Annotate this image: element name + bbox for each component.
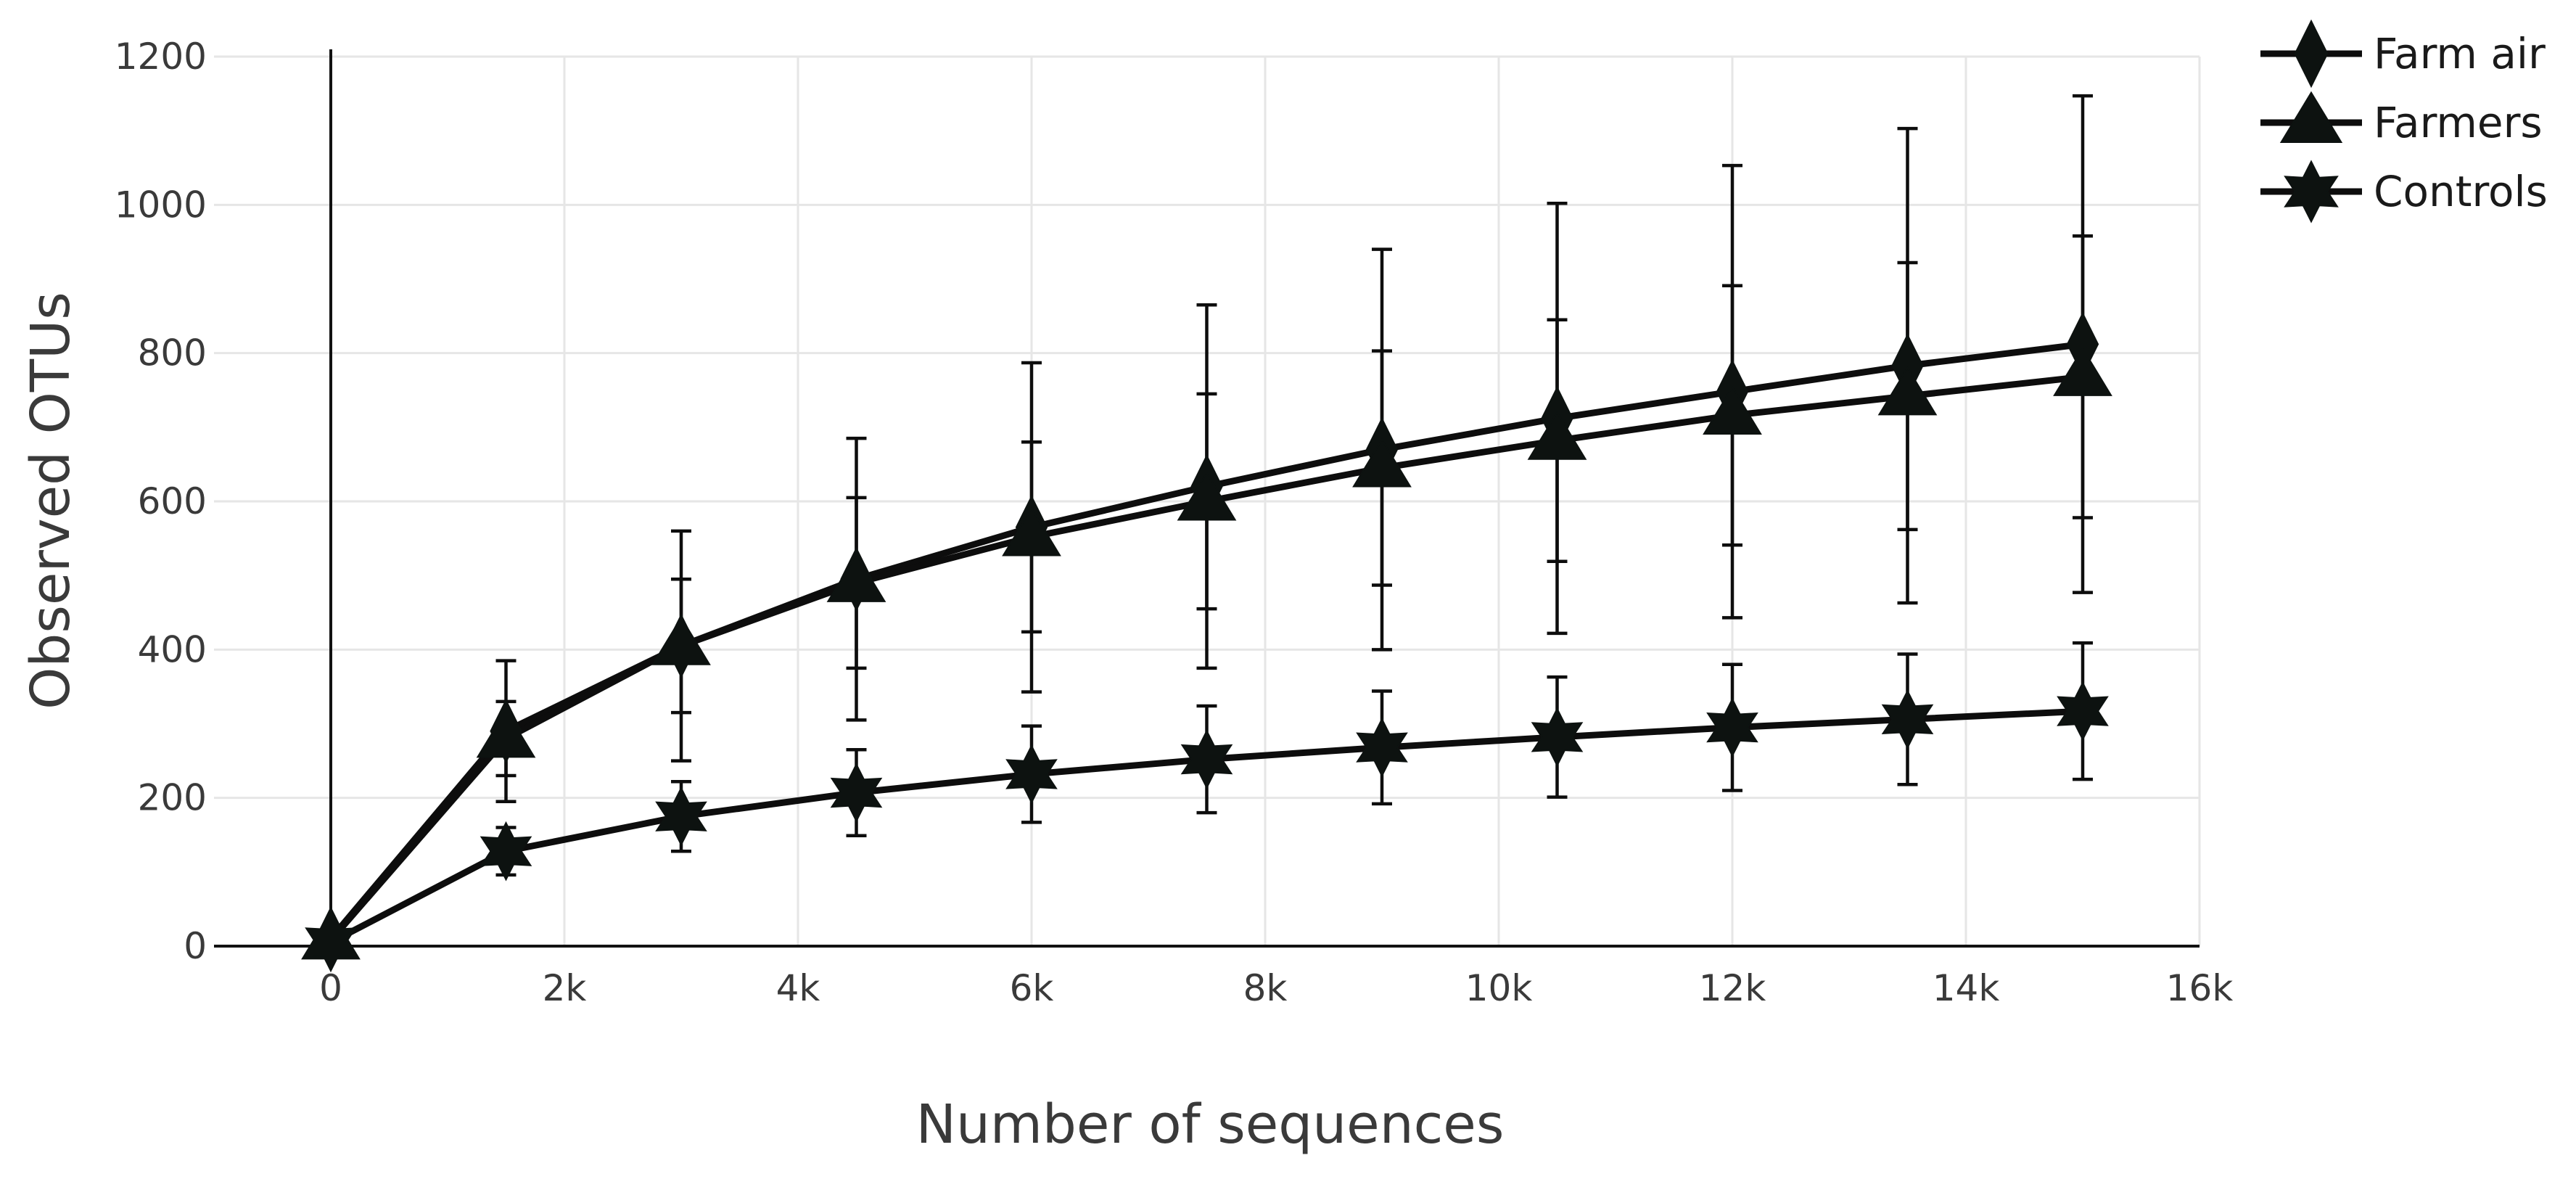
farmers-point [1177,471,1237,521]
x-tick-label: 4k [776,967,820,1009]
y-axis-title: Observed OTUs [20,292,82,710]
legend-star-icon [2284,160,2339,223]
series-markers [301,311,2112,973]
farmers-point [826,553,886,602]
x-axis-title: Number of sequences [916,1093,1505,1156]
y-tick-label: 1200 [115,36,207,78]
x-tick-label: 10k [1465,967,1533,1009]
legend-item-controls[interactable]: Controls [2260,160,2548,223]
farmers-point [1352,438,1412,488]
y-tick-label: 400 [138,628,207,670]
farmers-point [1877,366,1938,416]
legend-item-farmers[interactable]: Farmers [2260,91,2543,147]
farmers-point [1703,385,1762,435]
y-axis-ticks: 0 200 400 600 800 1000 1200 [115,36,207,967]
x-tick-label: 6k [1010,967,1054,1009]
y-tick-label: 0 [184,925,207,967]
controls-point [655,786,707,847]
legend-item-farm-air[interactable]: Farm air [2260,19,2546,89]
x-tick-label: 14k [1933,967,2000,1009]
legend-diamond-icon [2294,19,2329,89]
y-tick-label: 1000 [115,184,207,226]
x-tick-label: 2k [543,967,587,1009]
farmers-point [476,708,536,758]
x-axis-ticks: 0 2k 4k 6k 8k 10k 12k 14k 16k [319,967,2233,1009]
controls-point [305,912,357,973]
y-tick-label: 200 [138,777,207,819]
x-tick-label: 16k [2166,967,2234,1009]
controls-point [1531,707,1584,768]
farmers-point [1527,411,1587,460]
controls-point [830,763,883,823]
controls-point [480,821,532,882]
legend-label: Controls [2374,167,2548,216]
controls-point [2057,681,2109,742]
controls-point [1356,717,1408,778]
legend-label: Farmers [2374,98,2543,147]
x-tick-label: 12k [1699,967,1766,1009]
legend-label: Farm air [2374,29,2546,78]
x-tick-label: 8k [1243,967,1288,1009]
legend-triangle-icon [2279,91,2343,143]
controls-point [1881,689,1934,749]
legend[interactable]: Farm air Farmers Controls [2260,19,2548,223]
controls-point [1706,697,1758,757]
farmers-point [2053,347,2112,396]
controls-point [1180,729,1233,789]
y-tick-label: 800 [138,332,207,374]
controls-point [1005,744,1058,805]
x-tick-label: 0 [319,967,342,1009]
farmers-point [1002,507,1061,556]
farmers-point [651,616,711,665]
y-tick-label: 600 [138,480,207,522]
